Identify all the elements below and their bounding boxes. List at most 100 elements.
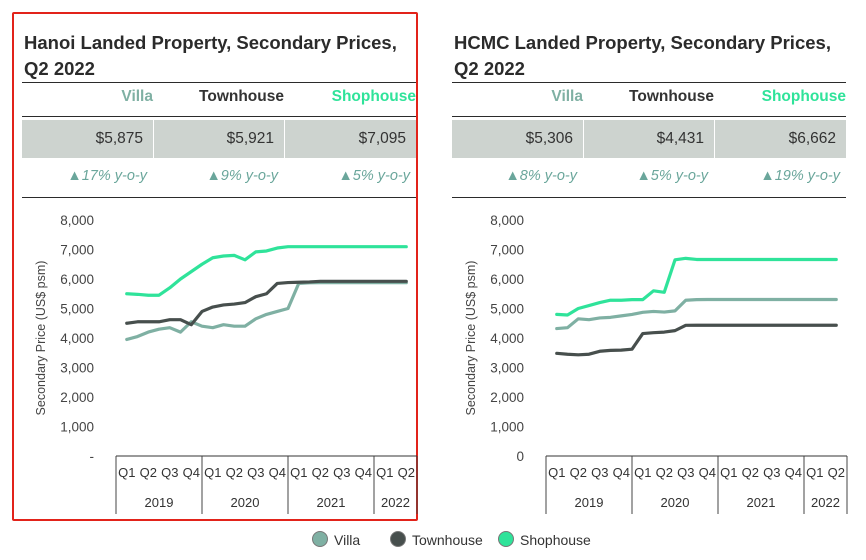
price-shophouse: $7,095 (358, 130, 406, 147)
price-villa: $5,306 (525, 130, 573, 147)
year-label: 2022 (381, 495, 410, 510)
y-tick-label: 6,000 (490, 272, 524, 287)
price-townhouse: $5,921 (226, 130, 274, 147)
series-line-villa (125, 281, 408, 342)
change-villa: ▲8% y-o-y (505, 168, 577, 184)
change-rule (452, 197, 846, 198)
y-tick-label: 0 (516, 449, 524, 464)
year-label: 2021 (747, 495, 776, 510)
x-tick-label: Q1 (720, 465, 737, 480)
x-tick-label: Q4 (269, 465, 286, 480)
highlight-frame (12, 12, 418, 521)
x-tick-label: Q4 (183, 465, 200, 480)
year-label: 2019 (575, 495, 604, 510)
x-tick-label: Q3 (333, 465, 350, 480)
x-tick-label: Q1 (204, 465, 221, 480)
x-tick-label: Q2 (570, 465, 587, 480)
header-rule (22, 116, 416, 117)
x-tick-label: Q3 (677, 465, 694, 480)
change-shophouse: ▲19% y-o-y (760, 168, 840, 184)
hanoi-panel: Hanoi Landed Property, Secondary Prices,… (12, 0, 422, 525)
x-tick-label: Q2 (140, 465, 157, 480)
x-tick-label: Q4 (613, 465, 630, 480)
y-tick-label: 1,000 (490, 420, 524, 435)
change-townhouse: ▲5% y-o-y (636, 168, 708, 184)
x-tick-label: Q3 (763, 465, 780, 480)
y-tick-label: 8,000 (490, 213, 524, 228)
series-line-townhouse (555, 323, 838, 357)
y-tick-label: 1,000 (60, 420, 94, 435)
hcmc-title: HCMC Landed Property, Secondary Prices, … (454, 30, 844, 82)
y-tick-label: 4,000 (490, 331, 524, 346)
header-rule (452, 116, 846, 117)
band-divider (583, 120, 584, 158)
x-tick-label: Q1 (290, 465, 307, 480)
x-tick-label: Q1 (806, 465, 823, 480)
change-townhouse: ▲9% y-o-y (206, 168, 278, 184)
legend-swatch-villa (312, 531, 328, 547)
year-label: 2019 (145, 495, 174, 510)
price-villa: $5,875 (95, 130, 143, 147)
series-line-shophouse (125, 245, 408, 297)
y-tick-label: 8,000 (60, 213, 94, 228)
year-label: 2022 (811, 495, 840, 510)
x-tick-label: Q2 (742, 465, 759, 480)
x-tick-label: Q4 (785, 465, 802, 480)
hcmc-headers: Villa Townhouse Shophouse (452, 88, 846, 110)
change-villa: ▲17% y-o-y (67, 168, 147, 184)
price-shophouse: $6,662 (788, 130, 836, 147)
x-tick-label: Q2 (656, 465, 673, 480)
header-shophouse: Shophouse (331, 88, 416, 105)
header-shophouse: Shophouse (761, 88, 846, 105)
x-tick-label: Q1 (118, 465, 135, 480)
y-tick-label: 5,000 (490, 302, 524, 317)
x-tick-label: Q2 (398, 465, 415, 480)
y-tick-label: 6,000 (60, 272, 94, 287)
x-tick-label: Q1 (376, 465, 393, 480)
y-tick-label: 3,000 (60, 361, 94, 376)
header-townhouse: Townhouse (199, 88, 284, 105)
band-divider (284, 120, 285, 158)
change-rule (22, 197, 416, 198)
title-rule (452, 82, 846, 83)
y-axis-title: Secondary Price (US$ psm) (464, 261, 478, 416)
change-shophouse: ▲5% y-o-y (338, 168, 410, 184)
hcmc-title-line1: HCMC Landed Property, Secondary Prices, (454, 32, 831, 53)
series-line-villa (555, 297, 838, 331)
year-label: 2021 (317, 495, 346, 510)
hanoi-headers: Villa Townhouse Shophouse (22, 88, 416, 110)
hanoi-price-band: $5,875 $5,921 $7,095 (22, 120, 416, 158)
header-villa: Villa (551, 88, 583, 105)
x-tick-label: Q4 (699, 465, 716, 480)
legend-label-shophouse: Shophouse (520, 532, 591, 548)
x-tick-label: Q1 (634, 465, 651, 480)
series-line-shophouse (555, 256, 838, 317)
x-tick-label: Q2 (312, 465, 329, 480)
legend-swatch-shophouse (498, 531, 514, 547)
y-tick-label: 2,000 (490, 390, 524, 405)
header-townhouse: Townhouse (629, 88, 714, 105)
x-tick-label: Q3 (591, 465, 608, 480)
year-label: 2020 (231, 495, 260, 510)
y-tick-label: 7,000 (490, 243, 524, 258)
y-tick-label: 5,000 (60, 302, 94, 317)
legend-swatch-townhouse (390, 531, 406, 547)
chart-legend: Villa Townhouse Shophouse (300, 528, 620, 552)
hcmc-panel: HCMC Landed Property, Secondary Prices, … (442, 0, 852, 525)
header-villa: Villa (121, 88, 153, 105)
x-tick-label: Q3 (161, 465, 178, 480)
hanoi-line-chart: Secondary Price (US$ psm) - 1,000 2,000 3,00… (34, 213, 418, 514)
series-line-townhouse (125, 279, 408, 327)
price-townhouse: $4,431 (656, 130, 704, 147)
hcmc-line-chart: Secondary Price (US$ psm) 0 1,000 2,000 3,00… (464, 213, 848, 514)
y-tick-label: - (90, 449, 95, 464)
y-tick-label: 3,000 (490, 361, 524, 376)
y-tick-label: 7,000 (60, 243, 94, 258)
legend-label-villa: Villa (334, 532, 361, 548)
x-tick-label: Q2 (828, 465, 845, 480)
hanoi-title: Hanoi Landed Property, Secondary Prices,… (24, 30, 414, 82)
title-rule (22, 82, 416, 83)
y-axis-title: Secondary Price (US$ psm) (34, 261, 48, 416)
hanoi-title-line2: Q2 2022 (24, 58, 95, 79)
hanoi-title-line1: Hanoi Landed Property, Secondary Prices, (24, 32, 397, 53)
